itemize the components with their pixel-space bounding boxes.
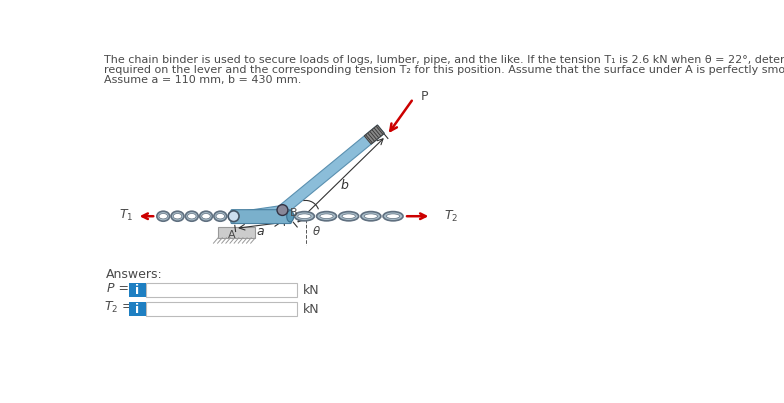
FancyBboxPatch shape bbox=[146, 283, 297, 297]
Text: $T_1$: $T_1$ bbox=[118, 208, 133, 223]
Circle shape bbox=[277, 205, 288, 216]
Ellipse shape bbox=[214, 211, 227, 221]
Ellipse shape bbox=[339, 212, 359, 221]
Ellipse shape bbox=[185, 211, 198, 221]
Ellipse shape bbox=[173, 214, 182, 219]
Polygon shape bbox=[279, 125, 384, 214]
Text: $\theta$: $\theta$ bbox=[312, 225, 321, 238]
Ellipse shape bbox=[216, 214, 224, 219]
Text: $T_2$: $T_2$ bbox=[445, 209, 459, 224]
Ellipse shape bbox=[320, 214, 333, 218]
Text: B: B bbox=[290, 208, 298, 218]
Circle shape bbox=[228, 211, 239, 222]
Ellipse shape bbox=[361, 212, 381, 221]
Ellipse shape bbox=[342, 214, 355, 218]
Ellipse shape bbox=[295, 212, 314, 221]
Ellipse shape bbox=[201, 214, 210, 219]
Text: kN: kN bbox=[303, 303, 319, 316]
Text: A: A bbox=[228, 230, 236, 240]
FancyBboxPatch shape bbox=[129, 283, 146, 297]
FancyBboxPatch shape bbox=[146, 303, 297, 316]
Ellipse shape bbox=[383, 212, 403, 221]
Text: $T_2$ =: $T_2$ = bbox=[104, 300, 133, 316]
Polygon shape bbox=[365, 125, 384, 144]
Text: Assume a = 110 mm, b = 430 mm.: Assume a = 110 mm, b = 430 mm. bbox=[104, 75, 302, 85]
Text: P: P bbox=[421, 90, 429, 104]
Text: a: a bbox=[256, 225, 264, 238]
Text: Answers:: Answers: bbox=[106, 268, 162, 281]
Ellipse shape bbox=[171, 211, 184, 221]
Ellipse shape bbox=[157, 211, 169, 221]
Ellipse shape bbox=[287, 210, 294, 222]
Text: The chain binder is used to secure loads of logs, lumber, pipe, and the like. If: The chain binder is used to secure loads… bbox=[104, 54, 784, 64]
Bar bbox=[218, 227, 256, 238]
Text: i: i bbox=[136, 303, 140, 316]
Polygon shape bbox=[239, 206, 283, 221]
Text: b: b bbox=[340, 179, 348, 191]
Ellipse shape bbox=[159, 214, 168, 219]
Text: kN: kN bbox=[303, 284, 319, 297]
Ellipse shape bbox=[317, 212, 336, 221]
Text: i: i bbox=[136, 284, 140, 297]
Ellipse shape bbox=[365, 214, 378, 218]
Ellipse shape bbox=[387, 214, 400, 218]
Text: required on the lever and the corresponding tension T₂ for this position. Assume: required on the lever and the correspond… bbox=[104, 64, 784, 75]
Ellipse shape bbox=[298, 214, 311, 218]
FancyBboxPatch shape bbox=[231, 210, 292, 224]
FancyBboxPatch shape bbox=[129, 303, 146, 316]
Ellipse shape bbox=[187, 214, 196, 219]
Ellipse shape bbox=[200, 211, 212, 221]
Text: P =: P = bbox=[107, 282, 129, 295]
